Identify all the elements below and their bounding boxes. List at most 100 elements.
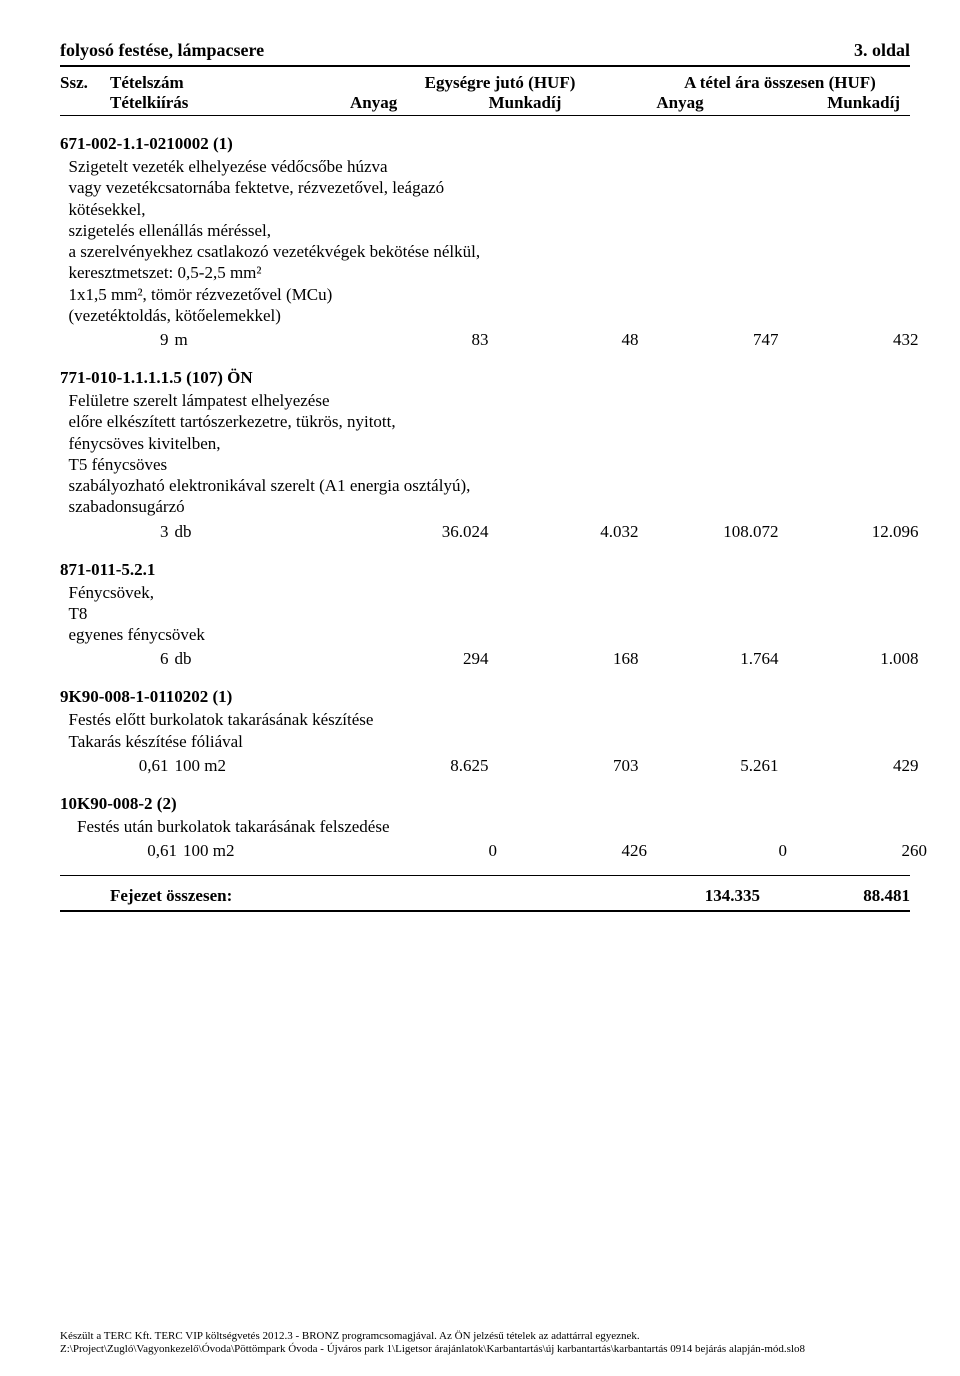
item-description-line: Takarás készítése fóliával bbox=[69, 731, 919, 752]
item-description-line: Felületre szerelt lámpatest elhelyezése bbox=[69, 390, 919, 411]
item-qty-unit: 100 m2 bbox=[183, 841, 234, 860]
item-description-line: kötésekkel, bbox=[69, 199, 919, 220]
divider bbox=[60, 65, 910, 67]
item-number: 8 bbox=[60, 560, 69, 670]
item-body: 71-010-1.1.1.1.5 (107) ÖNFelületre szere… bbox=[69, 368, 919, 542]
item-qty-value: 6 bbox=[129, 649, 169, 669]
item-qty-unit: db bbox=[175, 522, 192, 541]
total-munkadij: 1.008 bbox=[779, 649, 919, 669]
item-value-row: 0,61 100 m2 8.6257035.261429 bbox=[69, 756, 919, 776]
item-value-row: 6db2941681.7641.008 bbox=[69, 649, 919, 669]
table-header-row1: Ssz. Tételszám Egységre jutó (HUF) A tét… bbox=[60, 73, 910, 93]
line-item: 871-011-5.2.1Fénycsövek,T8egyenes fénycs… bbox=[60, 560, 910, 670]
item-description-line: 1x1,5 mm², tömör rézvezetővel (MCu) bbox=[69, 284, 919, 305]
divider bbox=[60, 115, 910, 116]
item-description-line: szabályozható elektronikával szerelt (A1… bbox=[69, 475, 919, 496]
item-description-line: szigetelés ellenállás méréssel, bbox=[69, 220, 919, 241]
table-header-row2: Tételkiírás Anyag Munkadíj Anyag Munkadí… bbox=[60, 93, 910, 113]
divider bbox=[60, 910, 910, 912]
total-munkadij: 432 bbox=[779, 330, 919, 350]
chapter-summary-row: Fejezet összesen: 134.335 88.481 bbox=[60, 886, 910, 906]
divider bbox=[60, 875, 910, 876]
line-item: 10K90-008-2 (2)Festés után burkolatok ta… bbox=[60, 794, 910, 861]
header-anyag1: Anyag bbox=[350, 93, 440, 113]
item-qty: 9m bbox=[69, 330, 329, 350]
header-anyag2: Anyag bbox=[610, 93, 750, 113]
item-number: 9 bbox=[60, 687, 69, 776]
item-description-line: T5 fénycsöves bbox=[69, 454, 919, 475]
summary-munkadij: 88.481 bbox=[760, 886, 910, 906]
item-body: K90-008-1-0110202 (1)Festés előtt burkol… bbox=[69, 687, 919, 776]
unit-munkadij: 4.032 bbox=[489, 522, 639, 542]
total-munkadij: 12.096 bbox=[779, 522, 919, 542]
total-anyag: 747 bbox=[639, 330, 779, 350]
item-description-line: vagy vezetékcsatornába fektetve, rézveze… bbox=[69, 177, 919, 198]
item-description-line: előre elkészített tartószerkezetre, tükr… bbox=[69, 411, 919, 432]
header-egysegre: Egységre jutó (HUF) bbox=[350, 73, 650, 93]
item-description-line: a szerelvényekhez csatlakozó vezetékvége… bbox=[69, 241, 919, 262]
header-osszesen: A tétel ára összesen (HUF) bbox=[650, 73, 910, 93]
total-anyag: 108.072 bbox=[639, 522, 779, 542]
item-description-line: Festés után burkolatok takarásának felsz… bbox=[77, 816, 927, 837]
footer-line2: Z:\Project\Zugló\Vagyonkezelő\Óvoda\Pött… bbox=[60, 1343, 910, 1356]
line-item: 9K90-008-1-0110202 (1)Festés előtt burko… bbox=[60, 687, 910, 776]
item-description-line: (vezetéktoldás, kötőelemekkel) bbox=[69, 305, 919, 326]
item-qty: 0,61 100 m2 bbox=[77, 841, 337, 861]
unit-anyag: 8.625 bbox=[329, 756, 489, 776]
item-body: 71-011-5.2.1Fénycsövek,T8egyenes fénycsö… bbox=[69, 560, 919, 670]
unit-anyag: 83 bbox=[329, 330, 489, 350]
total-munkadij: 429 bbox=[779, 756, 919, 776]
item-qty-unit: m bbox=[175, 330, 188, 349]
total-anyag: 1.764 bbox=[639, 649, 779, 669]
header-munkadij1: Munkadíj bbox=[440, 93, 610, 113]
item-body: 71-002-1.1-0210002 (1)Szigetelt vezeték … bbox=[69, 134, 919, 350]
unit-anyag: 36.024 bbox=[329, 522, 489, 542]
unit-munkadij: 426 bbox=[497, 841, 647, 861]
item-description-line: T8 bbox=[69, 603, 919, 624]
header-tetelszam: Tételszám bbox=[110, 73, 350, 93]
total-munkadij: 260 bbox=[787, 841, 927, 861]
item-code: 71-010-1.1.1.1.5 (107) ÖN bbox=[69, 368, 919, 388]
items-container: 671-002-1.1-0210002 (1)Szigetelt vezeték… bbox=[60, 134, 910, 861]
page-footer: Készült a TERC Kft. TERC VIP költségveté… bbox=[60, 1330, 910, 1356]
item-qty-value: 0,61 bbox=[129, 756, 169, 776]
page: folyosó festése, lámpacsere 3. oldal Ssz… bbox=[0, 0, 960, 1376]
item-number: 6 bbox=[60, 134, 69, 350]
page-title-right: 3. oldal bbox=[854, 40, 910, 61]
header-blank bbox=[60, 93, 110, 113]
unit-anyag: 294 bbox=[329, 649, 489, 669]
item-qty-unit: db bbox=[175, 649, 192, 668]
item-qty-unit: 100 m2 bbox=[175, 756, 226, 775]
item-qty-value: 0,61 bbox=[137, 841, 177, 861]
header-tetelkiiras: Tételkiírás bbox=[110, 93, 350, 113]
item-qty-value: 3 bbox=[129, 522, 169, 542]
item-value-row: 0,61100 m204260260 bbox=[77, 841, 927, 861]
item-description-line: egyenes fénycsövek bbox=[69, 624, 919, 645]
unit-munkadij: 703 bbox=[489, 756, 639, 776]
header-ssz: Ssz. bbox=[60, 73, 110, 93]
item-body: K90-008-2 (2)Festés után burkolatok taka… bbox=[77, 794, 927, 861]
item-value-row: 3 db 36.0244.032108.07212.096 bbox=[69, 522, 919, 542]
line-item: 771-010-1.1.1.1.5 (107) ÖNFelületre szer… bbox=[60, 368, 910, 542]
summary-label: Fejezet összesen: bbox=[110, 886, 560, 906]
item-description-line: Szigetelt vezeték elhelyezése védőcsőbe … bbox=[69, 156, 919, 177]
item-qty: 6 db bbox=[69, 649, 329, 669]
unit-anyag: 0 bbox=[337, 841, 497, 861]
item-code: K90-008-1-0110202 (1) bbox=[69, 687, 919, 707]
item-qty: 0,61 100 m2 bbox=[69, 756, 329, 776]
item-number: 10 bbox=[60, 794, 77, 861]
item-number: 7 bbox=[60, 368, 69, 542]
item-description-line: Festés előtt burkolatok takarásának kész… bbox=[69, 709, 919, 730]
total-anyag: 0 bbox=[647, 841, 787, 861]
line-item: 671-002-1.1-0210002 (1)Szigetelt vezeték… bbox=[60, 134, 910, 350]
item-description-line: keresztmetszet: 0,5-2,5 mm² bbox=[69, 262, 919, 283]
item-qty-value: 9 bbox=[129, 330, 169, 350]
item-code: 71-002-1.1-0210002 (1) bbox=[69, 134, 919, 154]
footer-line1: Készült a TERC Kft. TERC VIP költségveté… bbox=[60, 1330, 910, 1343]
summary-anyag: 134.335 bbox=[560, 886, 760, 906]
item-qty: 3 db bbox=[69, 522, 329, 542]
total-anyag: 5.261 bbox=[639, 756, 779, 776]
page-title-left: folyosó festése, lámpacsere bbox=[60, 40, 264, 61]
item-value-row: 9m8348747432 bbox=[69, 330, 919, 350]
item-code: K90-008-2 (2) bbox=[77, 794, 927, 814]
